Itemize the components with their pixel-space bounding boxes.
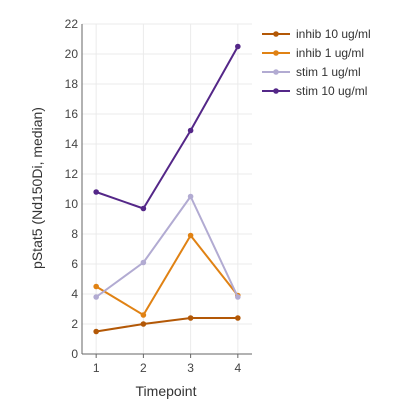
data-point xyxy=(93,294,99,300)
legend: inhib 10 ug/ml inhib 1 ug/ml stim 1 ug/ml s… xyxy=(262,27,371,98)
data-point xyxy=(187,193,194,200)
x-tick-label: 3 xyxy=(187,361,194,375)
y-tick-label: 18 xyxy=(65,77,79,91)
data-point xyxy=(93,189,99,195)
legend-swatch-point xyxy=(273,31,279,37)
x-axis-title: Timepoint xyxy=(136,383,197,399)
y-tick-label: 0 xyxy=(71,347,78,361)
x-tick-label: 2 xyxy=(140,361,147,375)
legend-label: inhib 1 ug/ml xyxy=(296,46,364,60)
data-point xyxy=(235,315,241,321)
legend-swatch-point xyxy=(273,50,279,56)
data-point xyxy=(235,294,241,300)
data-point xyxy=(235,43,241,50)
y-tick-label: 8 xyxy=(71,227,78,241)
y-tick-label: 12 xyxy=(65,167,79,181)
data-point xyxy=(187,315,194,321)
y-tick-label: 22 xyxy=(65,17,79,31)
y-tick-label: 4 xyxy=(71,287,78,301)
y-tick-label: 10 xyxy=(65,197,79,211)
data-point xyxy=(187,232,194,239)
series-line xyxy=(96,317,238,333)
series-line xyxy=(95,195,239,298)
y-tick-label: 2 xyxy=(71,317,78,331)
legend-label: inhib 10 ug/ml xyxy=(296,27,371,41)
legend-label: stim 1 ug/ml xyxy=(296,65,361,79)
legend-swatch-point xyxy=(273,69,279,75)
x-tick-label: 4 xyxy=(234,361,241,375)
series-line xyxy=(95,46,239,210)
y-axis-title: pStat5 (Nd150Di, median) xyxy=(29,107,45,269)
y-tick-label: 6 xyxy=(71,257,78,271)
legend-label: stim 10 ug/ml xyxy=(296,84,367,98)
data-point xyxy=(140,205,147,212)
data-point xyxy=(187,127,194,134)
y-tick-label: 14 xyxy=(65,137,79,151)
data-point xyxy=(93,328,99,335)
x-tick-label: 1 xyxy=(93,361,100,375)
series-group xyxy=(93,43,241,335)
data-point xyxy=(140,259,147,266)
data-point xyxy=(140,312,147,318)
legend-swatch-point xyxy=(273,88,279,94)
y-tick-label: 16 xyxy=(65,107,79,121)
data-point xyxy=(140,321,147,327)
grid xyxy=(82,23,252,355)
series-line xyxy=(95,234,239,316)
data-point xyxy=(93,283,99,290)
y-tick-label: 20 xyxy=(65,47,79,61)
